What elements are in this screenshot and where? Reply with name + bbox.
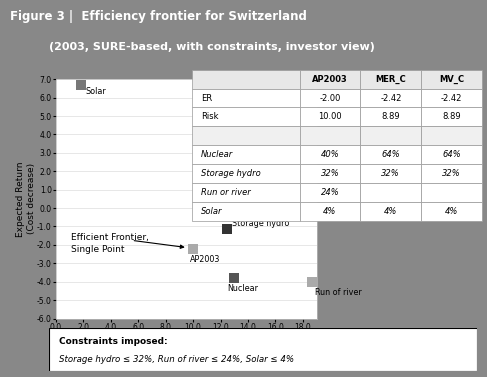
Point bbox=[77, 82, 85, 88]
Point bbox=[309, 279, 317, 285]
Bar bbox=[421, 183, 482, 202]
Text: 4%: 4% bbox=[384, 207, 397, 216]
Bar bbox=[300, 70, 360, 89]
Text: Solar: Solar bbox=[201, 207, 223, 216]
Bar bbox=[192, 183, 300, 202]
Bar bbox=[421, 202, 482, 221]
Bar bbox=[421, 126, 482, 145]
Text: 10.00: 10.00 bbox=[318, 112, 342, 121]
Text: 40%: 40% bbox=[320, 150, 339, 159]
X-axis label: Standard Deviation (Risk): Standard Deviation (Risk) bbox=[128, 334, 244, 343]
Bar bbox=[360, 164, 421, 183]
Bar bbox=[360, 107, 421, 126]
Text: 24%: 24% bbox=[320, 188, 339, 197]
Text: Efficient Frontier,
Single Point: Efficient Frontier, Single Point bbox=[71, 233, 149, 254]
Bar bbox=[192, 107, 300, 126]
Bar bbox=[300, 107, 360, 126]
Bar bbox=[360, 126, 421, 145]
Bar bbox=[192, 164, 300, 183]
Text: AP2003: AP2003 bbox=[312, 75, 348, 84]
Text: Run or river: Run or river bbox=[201, 188, 251, 197]
Text: 64%: 64% bbox=[381, 150, 400, 159]
Text: 32%: 32% bbox=[320, 169, 339, 178]
Point bbox=[224, 226, 231, 232]
Bar bbox=[360, 70, 421, 89]
Text: Solar: Solar bbox=[86, 87, 106, 95]
Text: ER: ER bbox=[201, 93, 212, 103]
Text: Run of river: Run of river bbox=[315, 288, 362, 297]
Bar bbox=[192, 202, 300, 221]
Text: Figure 3 |  Efficiency frontier for Switzerland: Figure 3 | Efficiency frontier for Switz… bbox=[10, 10, 307, 23]
Bar bbox=[421, 145, 482, 164]
Y-axis label: Expected Return
(Cost decrease): Expected Return (Cost decrease) bbox=[16, 161, 36, 237]
Text: 32%: 32% bbox=[381, 169, 400, 178]
Bar bbox=[360, 145, 421, 164]
Bar bbox=[192, 70, 300, 89]
Bar bbox=[421, 107, 482, 126]
Bar bbox=[421, 89, 482, 107]
Bar bbox=[360, 89, 421, 107]
Bar bbox=[300, 126, 360, 145]
Text: -2.00: -2.00 bbox=[319, 93, 341, 103]
Text: MER_C: MER_C bbox=[375, 75, 406, 84]
Bar bbox=[300, 145, 360, 164]
Text: Nuclear: Nuclear bbox=[227, 285, 259, 294]
Point bbox=[189, 245, 197, 251]
Text: 8.89: 8.89 bbox=[442, 112, 461, 121]
Text: Risk: Risk bbox=[201, 112, 219, 121]
Text: -2.42: -2.42 bbox=[441, 93, 462, 103]
Bar bbox=[360, 183, 421, 202]
Text: Storage hydro: Storage hydro bbox=[201, 169, 261, 178]
Text: Constraints imposed:: Constraints imposed: bbox=[59, 337, 168, 346]
Bar bbox=[192, 126, 300, 145]
Text: Storage hydro ≤ 32%, Run of river ≤ 24%, Solar ≤ 4%: Storage hydro ≤ 32%, Run of river ≤ 24%,… bbox=[59, 355, 295, 364]
Bar bbox=[192, 89, 300, 107]
Text: 64%: 64% bbox=[442, 150, 461, 159]
Text: -2.42: -2.42 bbox=[380, 93, 402, 103]
Bar bbox=[421, 70, 482, 89]
Text: MV_C: MV_C bbox=[439, 75, 464, 84]
Text: 4%: 4% bbox=[445, 207, 458, 216]
Text: 32%: 32% bbox=[442, 169, 461, 178]
Text: (2003, SURE-based, with constraints, investor view): (2003, SURE-based, with constraints, inv… bbox=[49, 42, 375, 52]
Bar bbox=[360, 202, 421, 221]
Text: Storage hydro: Storage hydro bbox=[232, 219, 290, 228]
Text: 4%: 4% bbox=[323, 207, 337, 216]
Text: AP2003: AP2003 bbox=[190, 255, 221, 264]
Bar bbox=[421, 164, 482, 183]
Text: 8.89: 8.89 bbox=[381, 112, 400, 121]
Bar bbox=[192, 145, 300, 164]
Point bbox=[230, 275, 238, 281]
Bar bbox=[300, 89, 360, 107]
Bar bbox=[300, 164, 360, 183]
Bar bbox=[300, 183, 360, 202]
Text: Nuclear: Nuclear bbox=[201, 150, 233, 159]
Bar bbox=[300, 202, 360, 221]
